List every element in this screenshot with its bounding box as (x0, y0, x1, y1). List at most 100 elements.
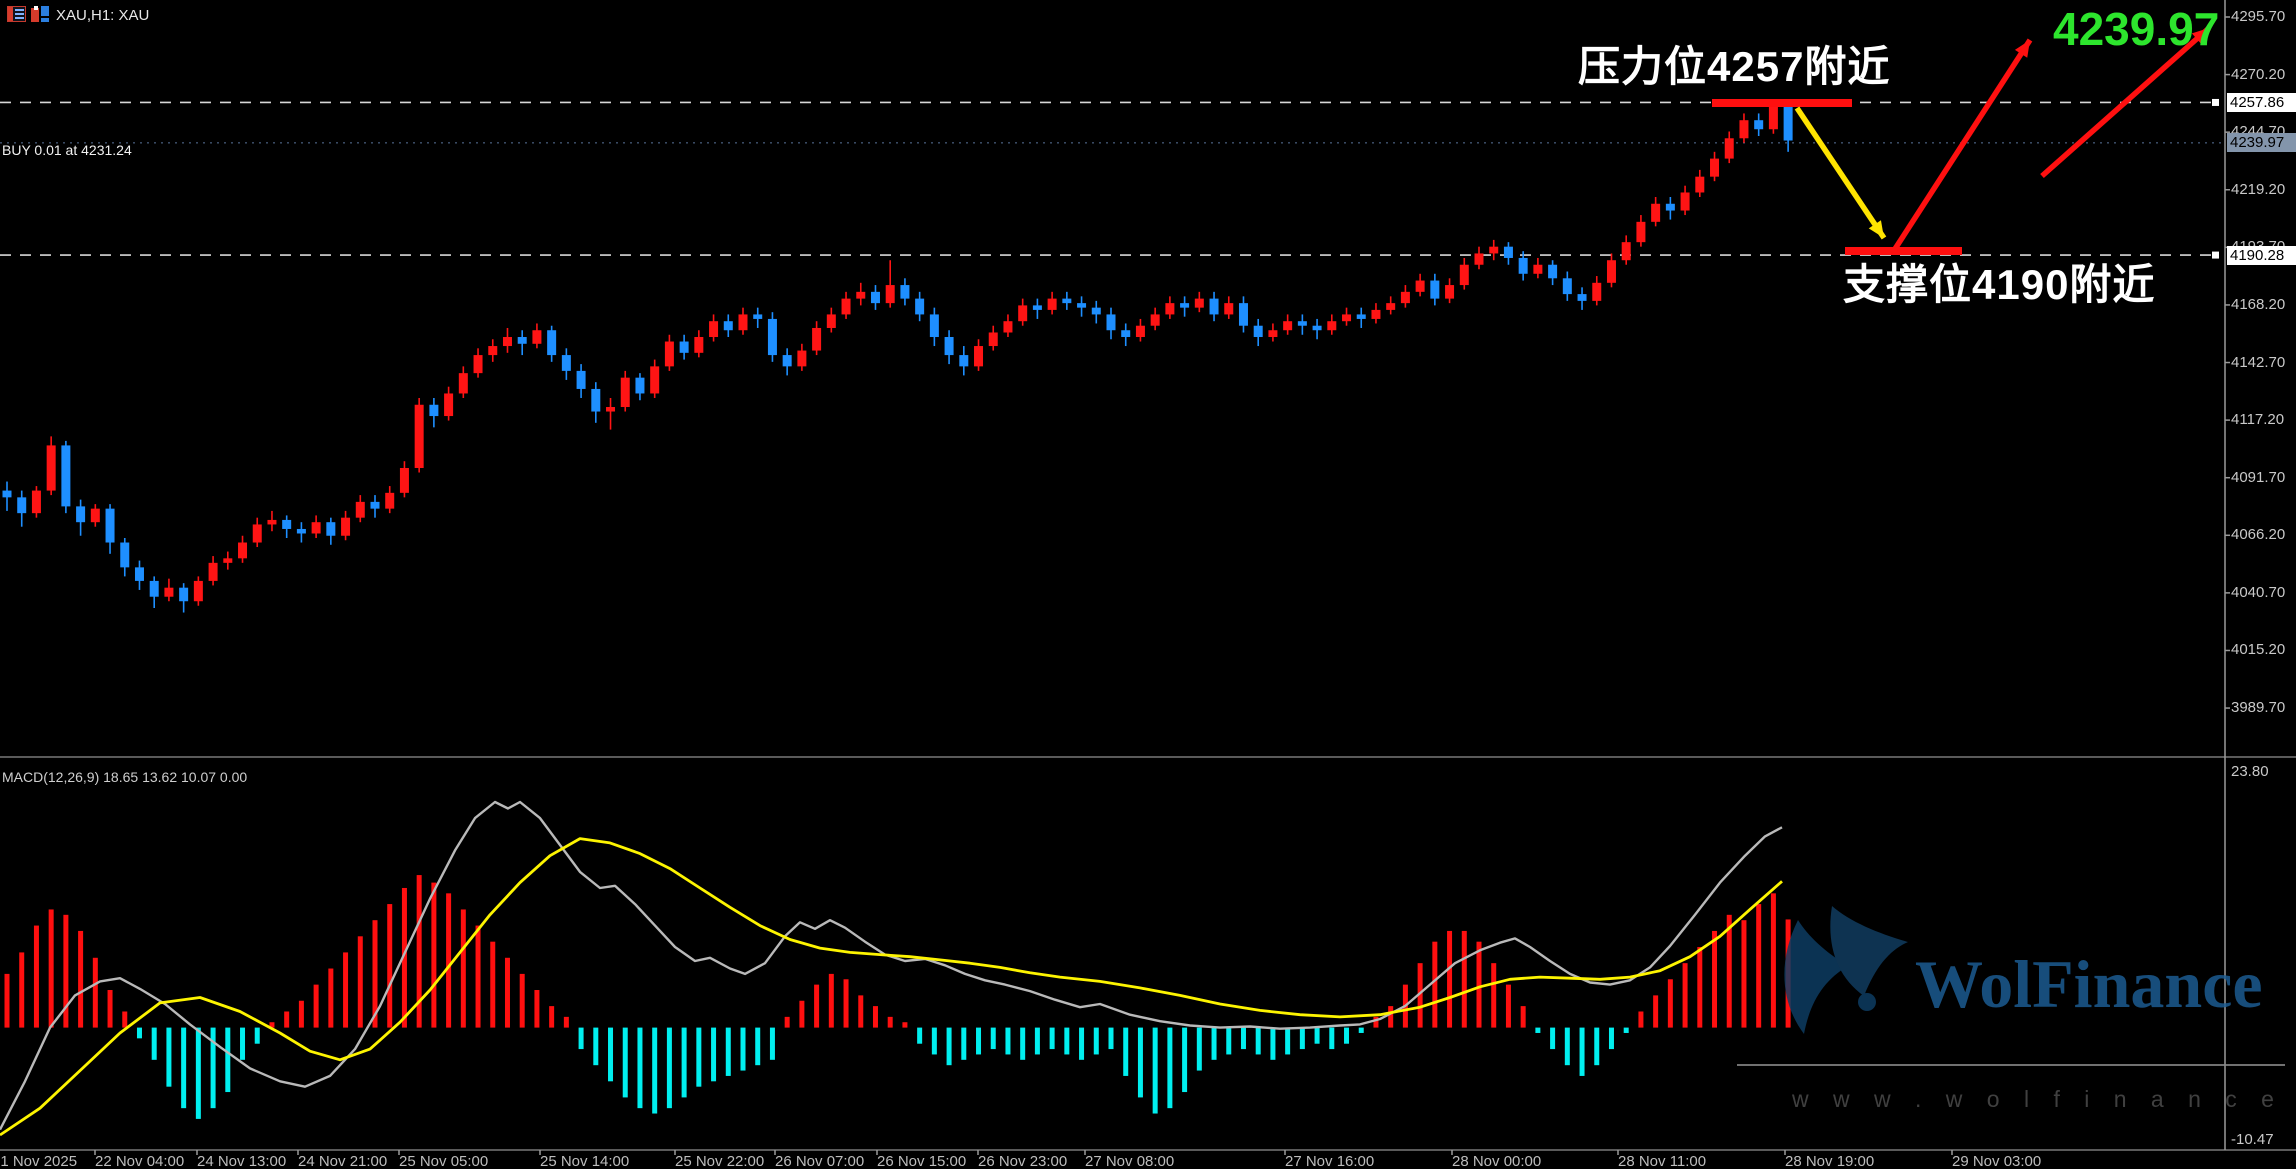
macd-histogram-bar (1608, 1027, 1614, 1050)
candle (1724, 138, 1734, 159)
macd-histogram-bar (1137, 1027, 1143, 1098)
time-axis-label: 22 Nov 04:00 (95, 1153, 185, 1169)
candle (1209, 298, 1219, 315)
candle (296, 528, 306, 534)
candle (1518, 257, 1528, 274)
candle (1062, 298, 1072, 304)
candle (1047, 298, 1057, 310)
macd-histogram-bar (1667, 979, 1673, 1028)
macd-histogram-bar (681, 1027, 687, 1098)
macd-histogram-bar (843, 979, 849, 1028)
level-line-handle[interactable] (2212, 98, 2219, 106)
time-axis-label: 25 Nov 14:00 (540, 1153, 630, 1169)
macd-histogram-bar (976, 1027, 982, 1055)
macd-histogram-bar (372, 920, 378, 1028)
macd-histogram-bar (637, 1027, 643, 1109)
candle (1710, 158, 1720, 177)
candle (267, 519, 277, 525)
macd-histogram-bar (475, 925, 481, 1028)
price-axis-label: 4295.70 (2231, 8, 2286, 25)
macd-histogram-bar (33, 925, 39, 1028)
macd-histogram-bar (887, 1016, 893, 1028)
macd-histogram-bar (1564, 1027, 1570, 1066)
candle (326, 522, 336, 536)
macd-histogram-bar (1093, 1027, 1099, 1055)
resistance-note: 压力位4257附近 (1578, 43, 1891, 90)
candle (694, 337, 704, 353)
candle (90, 508, 100, 523)
watermark: WolFinance w w w . w o l f i n a n c e .… (1700, 890, 2296, 1130)
chart-title: XAU,H1: XAU (56, 7, 150, 24)
candle (870, 291, 880, 304)
macd-histogram-bar (652, 1027, 658, 1114)
macd-histogram-bar (990, 1027, 996, 1050)
macd-histogram-bar (549, 1006, 555, 1028)
macd-histogram-bar (1520, 1006, 1526, 1028)
macd-histogram-bar (1049, 1027, 1055, 1050)
candle (885, 285, 895, 304)
macd-histogram-bar (1285, 1027, 1291, 1055)
macd-axis-max-label: 23.80 (2231, 763, 2269, 780)
price-level-box: 4239.97 (2227, 133, 2296, 152)
candle (208, 562, 218, 581)
macd-histogram-bar (799, 1000, 805, 1028)
candle (1562, 278, 1572, 295)
chart-symbol-icon[interactable] (31, 6, 50, 22)
candle (370, 501, 380, 509)
price-axis-label: 4142.70 (2231, 354, 2286, 371)
macd-histogram-bar (254, 1027, 260, 1044)
candle (1665, 203, 1675, 211)
time-axis-label: 26 Nov 15:00 (877, 1153, 967, 1169)
time-axis-label: 28 Nov 11:00 (1618, 1153, 1707, 1169)
candle (502, 337, 512, 347)
candle (1489, 246, 1499, 254)
level-line-handle[interactable] (2212, 251, 2219, 259)
macd-histogram-bar (725, 1027, 731, 1076)
macd-histogram-bar (946, 1027, 952, 1066)
macd-histogram-bar (240, 1027, 246, 1060)
candle (1592, 282, 1602, 301)
candle (900, 285, 910, 299)
report-icon[interactable] (7, 6, 26, 22)
level-highlight-bar (1845, 247, 1962, 255)
macd-histogram-bar (1388, 1006, 1394, 1028)
candle (1238, 303, 1248, 326)
candle (355, 501, 365, 518)
macd-histogram-bar (1255, 1027, 1261, 1055)
candle (17, 497, 27, 514)
candle (46, 445, 56, 491)
candle (473, 355, 483, 374)
macd-axis-min-label: -10.47 (2231, 1131, 2274, 1148)
candle (1621, 242, 1631, 261)
macd-histogram-bar (1476, 941, 1482, 1028)
candle (1135, 325, 1145, 338)
candle (429, 404, 439, 417)
candle (664, 341, 674, 367)
candle (1445, 285, 1455, 299)
time-axis-label: 24 Nov 21:00 (298, 1153, 388, 1169)
macd-histogram-bar (343, 952, 349, 1028)
candle (1150, 314, 1160, 326)
macd-histogram-bar (1329, 1027, 1335, 1050)
candle (458, 373, 468, 394)
macd-line (0, 800, 1783, 1131)
macd-histogram-bar (917, 1027, 923, 1044)
candle (488, 346, 498, 356)
candle (1091, 307, 1101, 315)
price-axis-label: 4168.20 (2231, 296, 2286, 313)
time-axis-label: 27 Nov 08:00 (1085, 1153, 1175, 1169)
macd-histogram-bar (931, 1027, 937, 1055)
macd-histogram-bar (313, 984, 319, 1028)
candle (1077, 303, 1087, 308)
macd-histogram-bar (151, 1027, 157, 1060)
macd-histogram-bar (814, 984, 820, 1028)
macd-histogram-bar (78, 930, 84, 1028)
candle (1327, 321, 1337, 331)
candle (61, 445, 71, 507)
candle (988, 332, 998, 347)
macd-histogram-bar (784, 1016, 790, 1028)
macd-histogram-bar (1020, 1027, 1026, 1060)
time-axis-label: 26 Nov 07:00 (775, 1153, 865, 1169)
